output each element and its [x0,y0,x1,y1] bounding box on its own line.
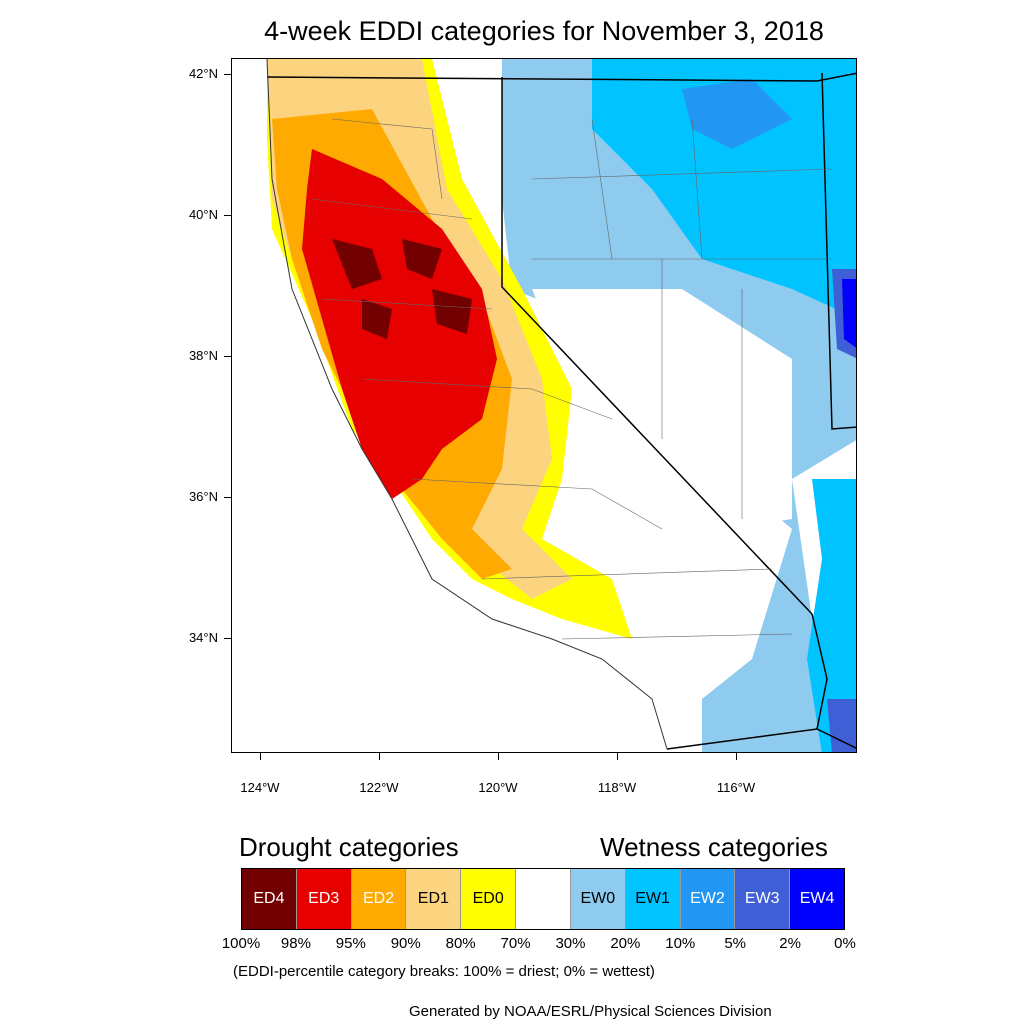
wetness-ew1-region-se [807,479,856,752]
lat-tick [224,215,231,216]
drought-categories-heading: Drought categories [239,832,459,862]
lon-tick [260,753,261,760]
lat-label-38: 38°N [188,348,218,363]
lon-label-120: 120°W [478,780,518,795]
legend-cell-ed3: ED3 [296,869,352,929]
percent-break-label: 2% [779,935,801,952]
map-title: 4-week EDDI categories for November 3, 2… [264,16,824,46]
wetness-ew2-region [682,79,792,149]
percent-break-label: 0% [834,935,856,952]
legend-cell-ed4: ED4 [242,869,297,929]
percent-break-label: 70% [500,935,531,952]
wetness-ew4-region [842,279,856,348]
lat-tick [224,497,231,498]
eddi-map-svg [266,59,856,752]
drought-ed3-region [302,149,497,499]
legend-cell-ed2: ED2 [351,869,407,929]
wetness-ew1-region [592,59,856,319]
legend-cell-ed0: ED0 [461,869,517,929]
lon-label-122: 122°W [359,780,399,795]
percent-break-label: 20% [610,935,641,952]
drought-ed4-region [332,239,472,339]
lon-tick [617,753,618,760]
state-boundary-colorado-river [811,613,828,730]
percent-break-label: 5% [724,935,747,952]
category-legend: ED4 ED3 ED2 ED1 ED0 EW0 EW1 EW2 EW3 EW4 [241,868,845,930]
percent-break-label: 95% [335,935,366,952]
county-lines [311,118,833,640]
percent-break-label: 100% [221,935,261,952]
lon-tick [736,753,737,760]
lat-label-34: 34°N [188,630,218,645]
lon-label-124: 124°W [240,780,280,795]
state-boundary-ca-nv [501,77,813,615]
percent-break-label: 90% [390,935,421,952]
lat-tick [224,356,231,357]
lat-label-42: 42°N [188,66,218,81]
percent-break-label: 98% [280,935,311,952]
lon-label-116: 116°W [716,780,756,795]
legend-cell-ed1: ED1 [406,869,462,929]
legend-cell-ew3: EW3 [735,869,791,929]
legend-cell-ew2: EW2 [680,869,736,929]
eddi-map [231,58,857,753]
lon-label-118: 118°W [597,780,637,795]
lat-tick [224,74,231,75]
percent-break-label: 30% [555,935,586,952]
legend-cell-ew4: EW4 [790,869,844,929]
wetness-ew3-region-s [827,699,856,752]
lon-tick [379,753,380,760]
legend-cell-ew1: EW1 [625,869,681,929]
lon-tick [498,753,499,760]
lat-label-40: 40°N [188,207,218,222]
state-boundary-nv-az [821,72,856,430]
category-break-note: (EDDI-percentile category breaks: 100% =… [233,963,655,980]
wetness-categories-heading: Wetness categories [600,832,828,862]
credit-line: Generated by NOAA/ESRL/Physical Sciences… [409,1003,772,1020]
lat-label-36: 36°N [188,489,218,504]
legend-cell-neutral [516,869,571,929]
legend-cell-ew0: EW0 [570,869,626,929]
lat-tick [224,638,231,639]
state-boundary-north [266,72,856,82]
percent-break-label: 80% [445,935,476,952]
coastline [266,59,668,750]
percent-break-label: 10% [665,935,696,952]
